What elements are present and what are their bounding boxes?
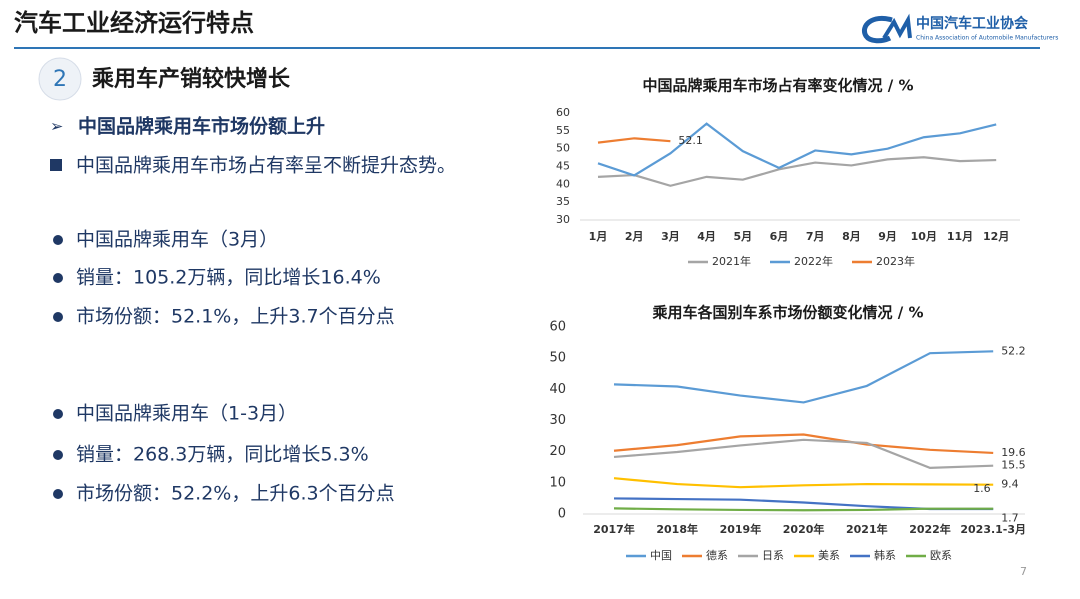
section-badge [38,57,82,101]
data-label: 19.6 [1001,446,1025,459]
x-tick-label: 5月 [733,230,752,243]
header-title: 汽车工业经济运行特点 [14,9,254,37]
logo-mark [862,16,893,44]
y-tick-label: 30 [556,213,570,226]
bullet-text: 销量：105.2万辆，同比增长16.4% [76,267,381,289]
section-number: 2 [53,67,67,92]
series-line [597,156,997,187]
data-label: 15.5 [1001,459,1025,472]
series-line [613,433,994,455]
bullet-text: 销量：268.3万辆，同比增长5.3% [76,444,369,466]
x-tick-label: 9月 [878,230,897,243]
y-tick-label: 10 [549,475,566,490]
x-tick-label: 3月 [661,230,680,243]
y-tick-label: 40 [549,382,566,397]
y-tick-label: 60 [556,106,570,119]
charts: 中国品牌乘用车市场占有率变化情况 / % 30 35 40 45 50 55 60 1月 2月 3月… [549,77,1026,563]
x-tick-label: 8月 [842,230,861,243]
y-tick-label: 40 [556,177,570,190]
series-line [597,137,671,144]
bullet-list: 中国品牌乘用车（3月） 销量：105.2万辆，同比增长16.4% 市场份额：52.1… [53,229,395,505]
x-tick-label: 7月 [806,230,825,243]
legend-label: 欧系 [930,549,952,562]
bullet-marker [53,450,63,460]
bullet-text: 中国品牌乘用车市场占有率呈不断提升态势。 [76,155,456,177]
logo-mark [882,13,912,40]
section-title: 乘用车产销较快增长 [91,66,291,92]
x-tick-label: 11月 [947,230,973,243]
logo-name: 中国汽车工业协会 [916,15,1029,32]
bullet-text: 市场份额：52.1%，上升3.7个百分点 [76,306,395,328]
x-tick-label: 2023.1-3月 [960,523,1026,536]
legend-label: 2021年 [712,254,751,268]
series-line [613,507,994,512]
legend-label: 2023年 [876,254,915,268]
bullet-marker [53,409,63,419]
legend-label: 德系 [706,548,728,562]
chart-title: 中国品牌乘用车市场占有率变化情况 / % [643,77,914,95]
legend-label: 日系 [762,549,784,562]
page-number: 7 [1020,565,1027,578]
y-tick-label: 20 [549,444,566,459]
series-line [613,350,994,404]
logo: 中国汽车工业协会 China Association of Automobile… [862,13,1058,44]
bullet-marker [53,489,63,499]
y-tick-label: 0 [558,507,566,522]
x-tick-label: 2021年 [846,522,888,536]
y-tick-label: 60 [549,320,566,335]
legend-label: 2022年 [794,254,833,268]
x-tick-label: 2020年 [783,522,825,536]
bullet-marker [50,159,62,171]
bullet-marker [53,312,63,322]
y-tick-label: 50 [556,142,570,155]
data-label: 52.2 [1001,344,1025,357]
x-tick-label: 4月 [697,230,716,243]
series-line [597,122,997,177]
series-line [613,477,994,489]
logo-subtitle: China Association of Automobile Manufact… [916,35,1058,42]
x-tick-label: 1月 [589,230,608,243]
bullet-marker: ➢ [50,117,63,136]
bullet-marker [53,235,63,245]
y-tick-label: 45 [556,160,570,173]
data-label: 1.6 [973,482,991,495]
x-tick-label: 2022年 [909,522,951,536]
legend-label: 美系 [818,549,840,562]
bullet-text: 中国品牌乘用车（1-3月） [76,403,297,425]
legend-label: 韩系 [874,548,896,562]
y-tick-label: 30 [549,413,566,428]
chart: 乘用车各国别车系市场份额变化情况 / % 0 10 20 30 40 50 60 2017年 20… [549,304,1026,563]
bullet-heading: 中国品牌乘用车市场份额上升 [78,115,325,138]
data-label: 9.4 [1001,478,1019,491]
bullet-text: 市场份额：52.2%，上升6.3个百分点 [76,483,395,505]
bullet-marker [53,273,63,283]
legend-label: 中国 [650,549,672,562]
data-label: 1.7 [1001,512,1019,525]
x-tick-label: 12月 [983,230,1009,243]
bullet-text: 中国品牌乘用车（3月） [76,229,278,251]
x-tick-label: 2018年 [656,522,698,536]
y-tick-label: 35 [556,195,570,208]
y-tick-label: 50 [549,351,566,366]
chart: 中国品牌乘用车市场占有率变化情况 / % 30 35 40 45 50 55 60 1月 2月 3月… [556,77,1020,268]
x-tick-label: 6月 [770,230,789,243]
x-tick-label: 2019年 [720,522,762,536]
y-tick-label: 55 [556,124,570,137]
x-tick-label: 2月 [625,230,644,243]
x-tick-label: 2017年 [593,522,635,536]
data-label: 52.1 [678,134,703,147]
x-tick-label: 10月 [911,230,937,243]
series-line [613,438,994,469]
chart-title: 乘用车各国别车系市场份额变化情况 / % [652,304,924,322]
